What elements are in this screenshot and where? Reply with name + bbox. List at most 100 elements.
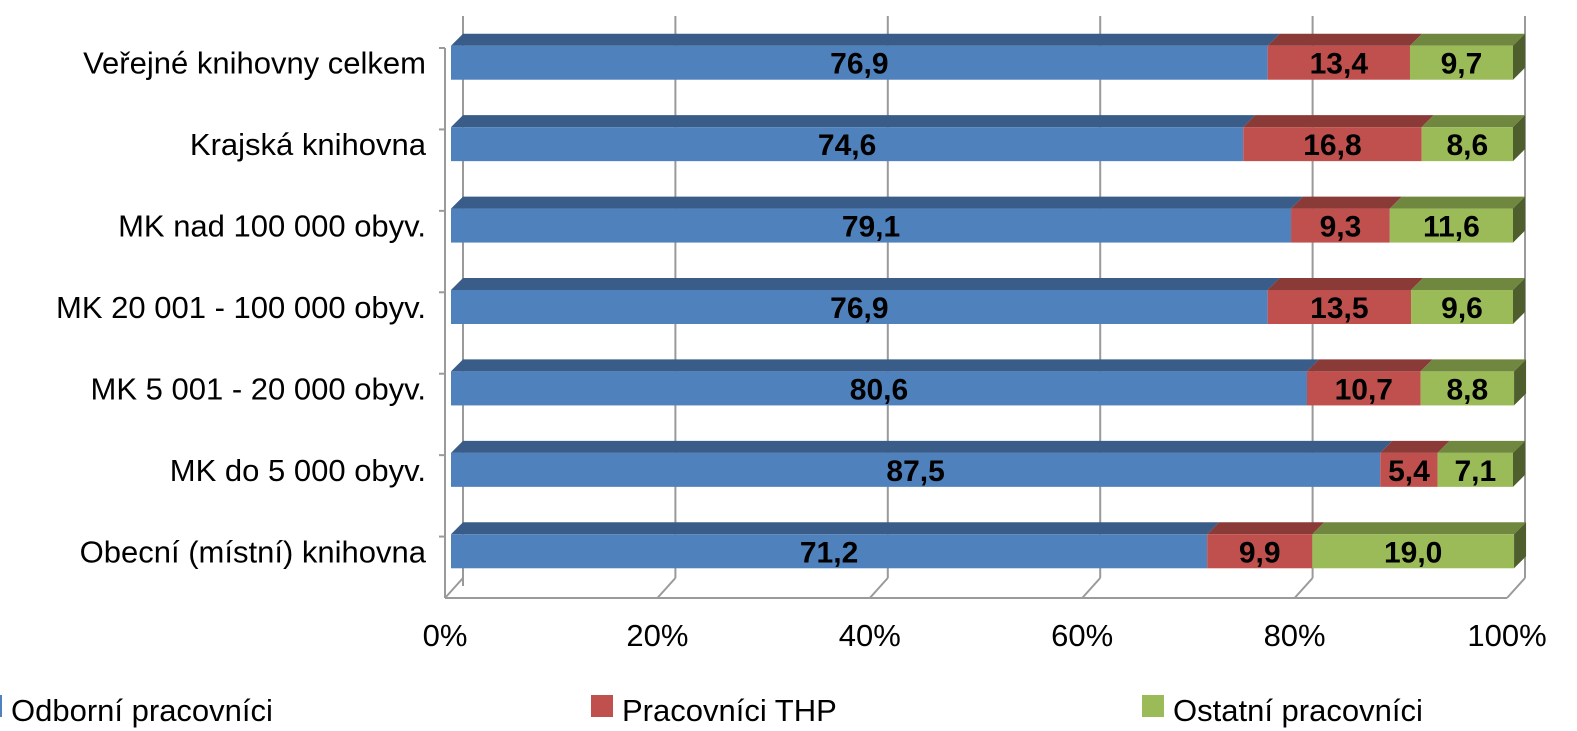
x-tick-label: 60% <box>1051 618 1113 653</box>
bar-segment: 9,9 <box>1207 522 1325 569</box>
data-label: 9,3 <box>1320 211 1362 244</box>
legend-swatch <box>1142 695 1164 717</box>
floor-gridline <box>869 577 889 599</box>
bar-segment: 10,7 <box>1306 359 1433 406</box>
x-tick-label: 0% <box>423 618 468 653</box>
bar-top-face <box>1411 278 1525 290</box>
x-tick-label: 40% <box>839 618 901 653</box>
bar <box>451 534 1208 569</box>
data-label: 9,9 <box>1239 536 1281 569</box>
bar-segment: 76,9 <box>451 278 1280 325</box>
floor-corner-edge <box>444 577 464 599</box>
bar-top-face <box>1243 115 1434 128</box>
bar-top-face <box>1380 440 1450 453</box>
bar <box>1267 290 1412 324</box>
bar <box>451 208 1292 243</box>
bar <box>1389 208 1513 243</box>
bar-segment: 74,6 <box>451 115 1256 162</box>
floor-gridline <box>1293 577 1314 599</box>
bar-segment: 13,5 <box>1267 278 1424 325</box>
bar-segment: 13,4 <box>1267 33 1422 81</box>
data-label: 11,6 <box>1423 211 1480 244</box>
x-tick-label: 20% <box>626 618 688 653</box>
data-label: 7,1 <box>1454 455 1496 488</box>
bar-side-face <box>1514 359 1527 406</box>
data-label: 5,4 <box>1388 455 1430 488</box>
bar-side-face <box>1513 115 1525 162</box>
bar <box>451 371 1307 406</box>
bar <box>451 45 1268 80</box>
bar-top-face <box>1437 440 1525 453</box>
data-label: 19,0 <box>1384 536 1442 569</box>
floor-gridline <box>656 577 677 599</box>
bar <box>1267 45 1410 80</box>
bar-segment: 71,2 <box>451 522 1220 569</box>
bar <box>1243 127 1422 162</box>
bar-top-face <box>1267 278 1424 290</box>
bar-segment: 9,6 <box>1411 278 1525 325</box>
bar-side-face <box>1514 522 1527 569</box>
bar-segment: 19,0 <box>1312 522 1527 569</box>
legend-swatch <box>0 695 2 717</box>
floor-gridline <box>1081 577 1101 599</box>
bar-segment: 7,1 <box>1437 440 1525 488</box>
x-axis-tick-labels: 0% 20% 40% 60% 80% 100% <box>423 618 1547 653</box>
bar-top-face <box>451 522 1220 535</box>
bar-segment: 9,7 <box>1409 33 1525 81</box>
bar-segment: 8,8 <box>1420 359 1527 406</box>
category-labels: Veřejné knihovny celkem Krajská knihovna M… <box>56 46 427 570</box>
bar <box>1291 208 1390 243</box>
bar <box>1312 534 1515 569</box>
legend-swatch <box>591 695 613 717</box>
category-label: Obecní (místní) knihovna <box>80 534 427 569</box>
bar-side-face <box>1513 440 1525 487</box>
bar-top-face <box>1421 115 1525 128</box>
bar-top-face <box>451 278 1280 290</box>
x-tick-label: 100% <box>1467 618 1546 653</box>
bar-side-face <box>1513 278 1525 324</box>
bar-top-face <box>451 440 1393 453</box>
legend: Odborní pracovníci Pracovníci THP Ostatní … <box>0 693 1423 728</box>
bar-segment: 87,5 <box>451 440 1393 488</box>
category-label: MK 20 001 - 100 000 obyv. <box>56 290 426 325</box>
bar-top-face <box>451 33 1280 46</box>
bar-top-face <box>451 196 1304 209</box>
category-label: Krajská knihovna <box>190 127 427 162</box>
bar-top-face <box>451 359 1319 372</box>
bar-top-face <box>1267 33 1422 46</box>
data-label: 76,9 <box>830 292 888 325</box>
category-label: Veřejné knihovny celkem <box>83 46 426 81</box>
floor-gridline <box>1506 577 1526 599</box>
bar-side-face <box>1513 196 1525 243</box>
category-label: MK do 5 000 obyv. <box>170 453 426 488</box>
bar <box>1421 127 1513 162</box>
bar-segment: 16,8 <box>1243 115 1434 162</box>
bar <box>1411 290 1513 324</box>
bar <box>1409 45 1513 80</box>
bar-top-face <box>1207 522 1325 535</box>
bar-top-face <box>1420 359 1527 372</box>
bar <box>1306 371 1421 406</box>
bar-top-face <box>1389 196 1525 209</box>
bar-segment: 9,3 <box>1291 196 1402 244</box>
bar-top-face <box>1306 359 1433 372</box>
x-tick-label: 80% <box>1264 618 1326 653</box>
legend-label: Odborní pracovníci <box>11 693 273 728</box>
bar-segment: 11,6 <box>1389 196 1525 244</box>
legend-item: Ostatní pracovníci <box>1142 693 1423 728</box>
data-label: 8,8 <box>1446 373 1488 406</box>
bars-layer: 76,9 13,4 9,7 74,6 16,8 8,6 79,1 9,3 11,6 76,9 13,… <box>451 33 1527 569</box>
bar-top-face <box>1312 522 1527 535</box>
data-label: 9,7 <box>1441 48 1483 81</box>
bar <box>1437 452 1513 487</box>
data-label: 8,6 <box>1446 129 1488 162</box>
bar <box>451 290 1268 324</box>
data-label: 71,2 <box>800 536 858 569</box>
data-label: 16,8 <box>1303 129 1361 162</box>
legend-label: Pracovníci THP <box>622 693 837 728</box>
bar-segment: 8,6 <box>1421 115 1525 162</box>
legend-item: Pracovníci THP <box>591 693 837 728</box>
bar <box>451 452 1381 487</box>
bar <box>451 127 1244 162</box>
